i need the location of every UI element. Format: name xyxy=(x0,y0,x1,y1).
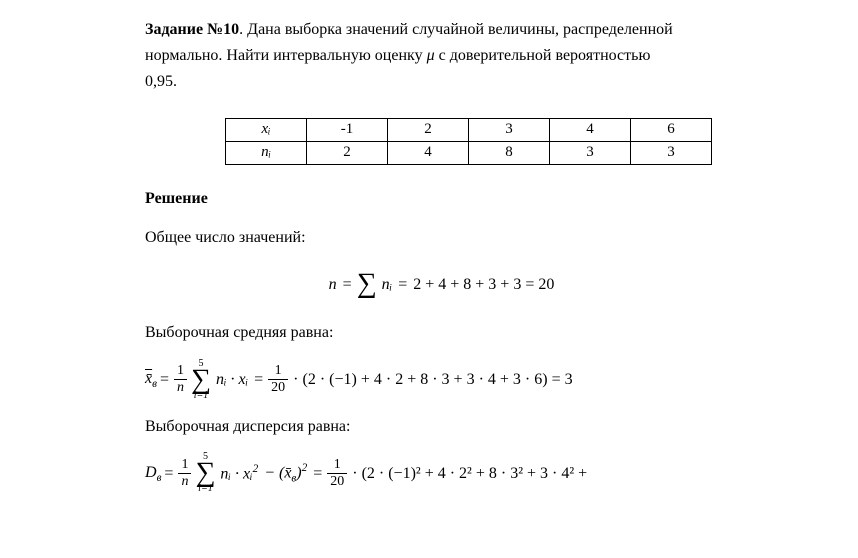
fraction: 1 20 xyxy=(327,458,347,489)
sum-symbol-block: ∑ xyxy=(357,263,377,305)
equals-sign: = xyxy=(343,273,352,296)
section-heading: Решение xyxy=(145,187,738,210)
task-text-1: . Дана выборка значений случайной величи… xyxy=(239,21,673,38)
data-table-wrap: xᵢ -1 2 3 4 6 nᵢ 2 4 8 3 3 xyxy=(225,118,738,165)
table-cell: 3 xyxy=(631,141,712,164)
task-text-2a: нормально. Найти интервальную оценку xyxy=(145,47,427,64)
table-cell: 2 xyxy=(307,141,388,164)
equals-sign: = xyxy=(313,462,322,485)
equals-sign: = xyxy=(398,273,407,296)
equals-sign: = xyxy=(254,368,263,391)
f2-expansion: · (2 · (−1) + 4 · 2 + 8 · 3 + 3 · 4 + 3 … xyxy=(293,368,572,391)
formula-2: x̄в = 1 n 5 ∑ i=1 nᵢ · xᵢ = 1 20 · (2 · … xyxy=(145,359,738,401)
frac-den: n xyxy=(174,380,187,395)
sigma-icon: ∑ xyxy=(195,462,215,484)
row-label-n: nᵢ xyxy=(226,141,307,164)
table-cell: 3 xyxy=(550,141,631,164)
task-line-2: нормально. Найти интервальную оценку μ с… xyxy=(145,44,738,67)
row-label-x: xᵢ xyxy=(226,118,307,141)
task-line-3: 0,95. xyxy=(145,70,738,93)
paragraph-2: Выборочная средняя равна: xyxy=(145,321,738,344)
sigma-icon: ∑ xyxy=(357,273,377,295)
f1-lhs: n xyxy=(329,273,337,296)
sum-bot: i=1 xyxy=(191,391,211,401)
fraction: 1 n xyxy=(174,364,187,395)
f3-lhs: Dв xyxy=(145,461,161,486)
sum-symbol-block: 5 ∑ i=1 xyxy=(191,359,211,401)
f1-sum-arg: nᵢ xyxy=(382,273,393,296)
f3-sum-arg: nᵢ · xᵢ2 xyxy=(220,461,258,486)
sum-bot: i=1 xyxy=(195,484,215,494)
data-table: xᵢ -1 2 3 4 6 nᵢ 2 4 8 3 3 xyxy=(225,118,712,165)
table-cell: 2 xyxy=(388,118,469,141)
f2-lhs: x̄в xyxy=(145,367,157,392)
table-cell: 4 xyxy=(550,118,631,141)
f3-expansion: · (2 · (−1)² + 4 · 2² + 8 · 3² + 3 · 4² … xyxy=(352,462,587,485)
f2-sum-arg: nᵢ · xᵢ xyxy=(216,368,248,391)
f1-rhs: 2 + 4 + 8 + 3 + 3 = 20 xyxy=(413,273,554,296)
frac-num: 1 xyxy=(268,364,288,380)
f3-minus: − (x̄в)2 xyxy=(264,460,307,487)
equals-sign: = xyxy=(164,462,173,485)
table-cell: 6 xyxy=(631,118,712,141)
fraction: 1 n xyxy=(178,458,191,489)
equals-sign: = xyxy=(160,368,169,391)
formula-1: n = ∑ nᵢ = 2 + 4 + 8 + 3 + 3 = 20 xyxy=(145,263,738,305)
frac-num: 1 xyxy=(178,458,191,474)
task-heading-line: Задание №10. Дана выборка значений случа… xyxy=(145,18,738,41)
paragraph-1: Общее число значений: xyxy=(145,226,738,249)
fraction: 1 20 xyxy=(268,364,288,395)
table-cell: 3 xyxy=(469,118,550,141)
task-label: Задание №10 xyxy=(145,21,239,38)
paragraph-3: Выборочная дисперсия равна: xyxy=(145,415,738,438)
frac-num: 1 xyxy=(327,458,347,474)
document-page: Задание №10. Дана выборка значений случа… xyxy=(0,0,858,494)
table-row: nᵢ 2 4 8 3 3 xyxy=(226,141,712,164)
table-cell: -1 xyxy=(307,118,388,141)
frac-den: 20 xyxy=(268,380,288,395)
frac-den: n xyxy=(178,474,191,489)
sigma-icon: ∑ xyxy=(191,369,211,391)
table-row: xᵢ -1 2 3 4 6 xyxy=(226,118,712,141)
frac-den: 20 xyxy=(327,474,347,489)
frac-num: 1 xyxy=(174,364,187,380)
sum-symbol-block: 5 ∑ i=1 xyxy=(195,452,215,494)
mu-symbol: μ xyxy=(427,47,435,64)
table-cell: 8 xyxy=(469,141,550,164)
formula-3: Dв = 1 n 5 ∑ i=1 nᵢ · xᵢ2 − (x̄в)2 = 1 2… xyxy=(145,452,738,494)
table-cell: 4 xyxy=(388,141,469,164)
task-text-2b: с доверительной вероятностью xyxy=(435,47,651,64)
